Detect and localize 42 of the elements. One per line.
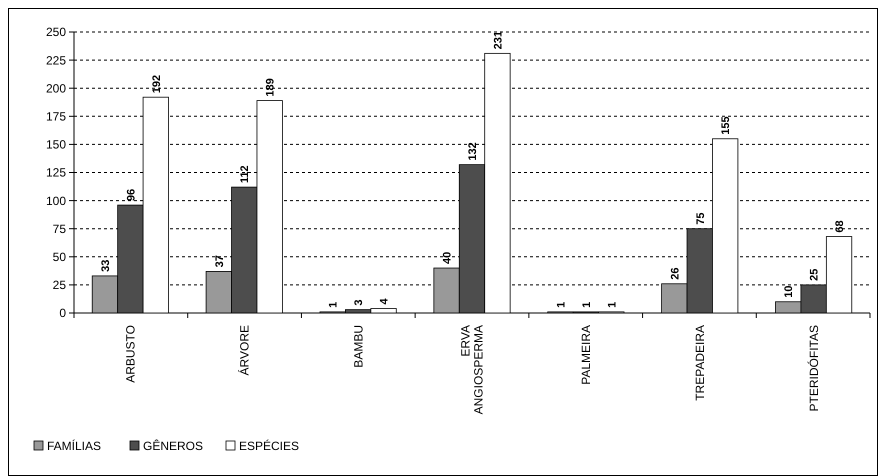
y-tick-label: 175 [46,110,66,124]
data-label: 192 [150,74,163,94]
y-tick-label: 150 [46,138,66,152]
data-label: 3 [353,300,366,306]
data-label: 10 [783,286,796,298]
data-label: 26 [669,268,682,280]
data-label: 25 [808,268,821,281]
data-label: 68 [834,220,846,233]
data-label: 189 [264,78,277,97]
y-tick-label: 100 [46,194,66,208]
y-tick-label: 0 [59,306,66,320]
legend-label: ESPÉCIES [239,439,300,454]
legend-label: FAMÍLIAS [47,439,102,454]
y-tick-label: 250 [46,25,66,40]
data-label: 4 [378,298,391,305]
data-label: 1 [328,302,340,308]
y-tick-label: 25 [52,278,66,292]
data-label: 132 [467,142,479,161]
x-tick-label: ERVA ANGIOSPERMA [458,325,486,414]
data-label: 96 [125,188,138,202]
data-label: 112 [239,165,252,184]
x-tick-label: PTERIDÓFITAS [806,325,821,412]
data-label: 1 [606,302,618,308]
data-label: 231 [492,30,504,50]
y-tick-label: 75 [52,222,66,236]
x-tick-label: PALMEIRA [579,325,594,385]
legend-label: GÊNEROS [143,439,204,454]
data-label: 33 [100,260,112,272]
data-label: 1 [580,302,593,308]
y-tick-label: 125 [46,166,66,180]
y-tick-label: 200 [46,81,66,96]
x-tick-label: TREPADEIRA [692,325,707,401]
y-tick-label: 50 [52,250,66,264]
y-tick-label: 225 [46,53,66,68]
data-label: 37 [214,255,226,268]
x-tick-label: ARBUSTO [124,325,138,383]
data-label: 40 [442,252,454,264]
data-label: 75 [694,212,707,225]
x-tick-label: BAMBU [351,325,366,368]
data-label: 1 [555,302,568,308]
x-tick-label: ÁRVORE [237,325,252,376]
data-label: 155 [720,116,732,135]
